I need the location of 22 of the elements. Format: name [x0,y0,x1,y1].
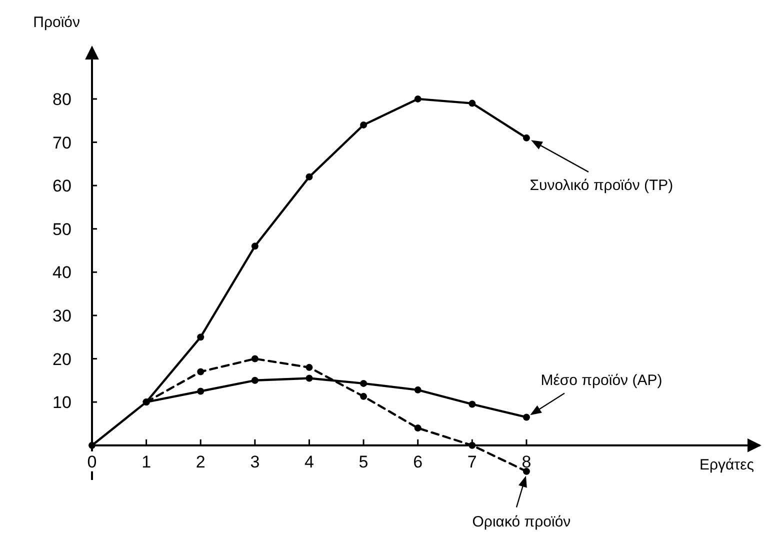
x-tick-label: 2 [196,452,206,472]
x-tick-label: 7 [467,452,477,472]
y-tick-label: 70 [52,133,72,152]
y-tick-label: 30 [52,306,72,326]
y-tick-label: 20 [52,350,72,369]
x-tick-label: 6 [413,452,423,472]
y-tick-label: 50 [52,220,72,239]
x-tick-label: 8 [522,452,532,472]
y-tick-label: 40 [52,263,72,282]
x-tick-label: 0 [87,452,97,472]
y-tick-label: 80 [52,90,72,109]
y-tick-label: 60 [52,176,72,196]
x-tick-label: 5 [358,452,368,472]
text: Οριακό προϊόν [472,513,571,530]
x-tick-label: 4 [304,452,314,472]
y-axis-title: Προϊόν [33,14,80,31]
x-tick-label: 3 [250,452,260,472]
annotation: Μέσο προϊόν (AP) [540,372,662,390]
x-axis-title: Εργάτες [699,456,754,474]
x-tick-label: 1 [142,452,152,472]
annotation: Συνολικό προϊόν (TP) [530,176,674,194]
y-tick-label: 10 [52,393,72,412]
